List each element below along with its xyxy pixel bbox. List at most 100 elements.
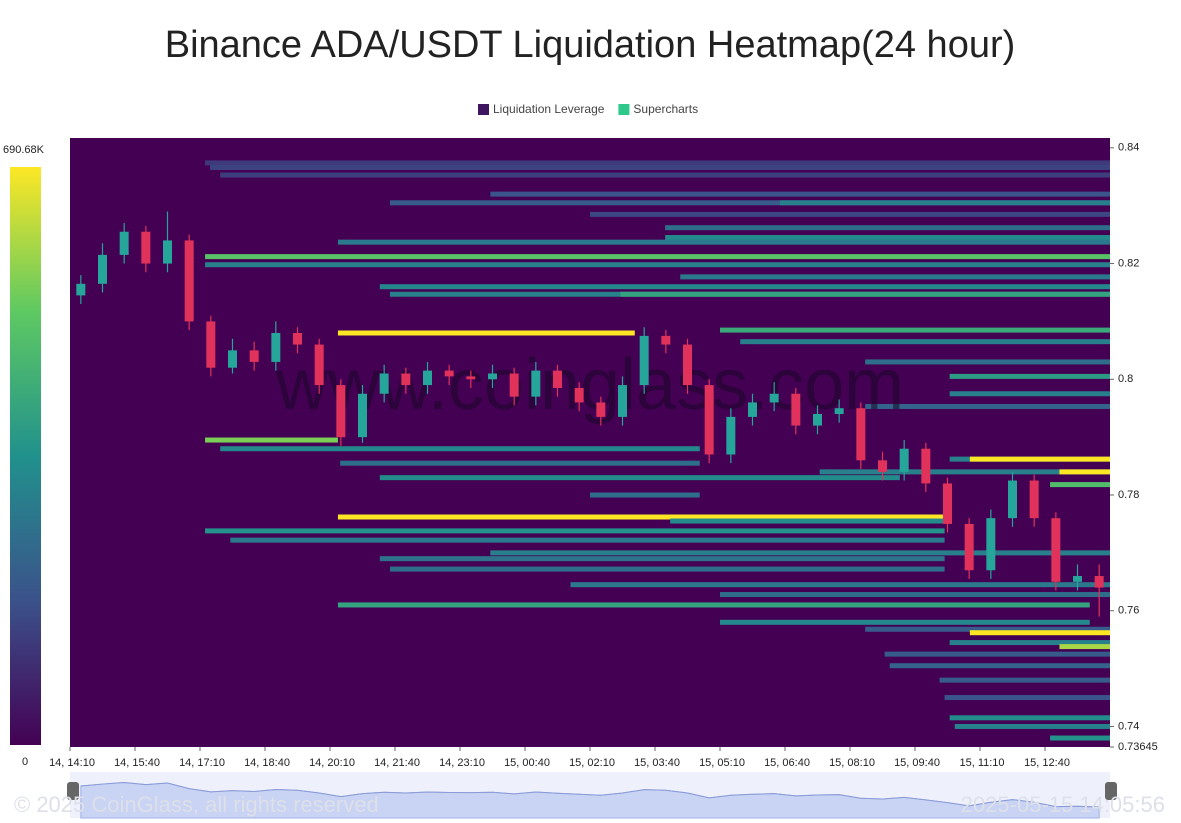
candle-body [618, 385, 627, 417]
watermark: www.coinglass.com [275, 345, 904, 425]
candle-body [943, 483, 952, 524]
y-tick-label: 0.84 [1118, 142, 1139, 154]
candle-body [769, 393, 779, 403]
heat-band [819, 469, 1110, 475]
heat-band [379, 284, 1110, 290]
heat-band [620, 291, 1110, 297]
heat-band [389, 200, 1110, 206]
candle-body [336, 385, 346, 438]
candle-body [1051, 518, 1061, 582]
legend: Liquidation Leverage Supercharts [478, 102, 698, 116]
heat-band [944, 695, 1110, 701]
x-tick-label: 15, 02:10 [569, 757, 615, 769]
x-tick-label: 15, 12:40 [1024, 757, 1070, 769]
candle-body [834, 408, 844, 415]
candle-body [379, 373, 389, 394]
x-tick-label: 15, 00:40 [504, 757, 550, 769]
heat-band [490, 191, 1110, 197]
y-tick-label: 0.82 [1118, 257, 1139, 269]
heat-band [340, 460, 700, 466]
heat-band [205, 160, 1111, 166]
candle-body [748, 402, 757, 417]
heat-band [949, 715, 1110, 721]
candle-body [314, 344, 324, 386]
candle-body [856, 408, 866, 461]
candle-body [531, 370, 541, 397]
heat-band [865, 403, 1110, 409]
legend-label: Liquidation Leverage [493, 102, 605, 116]
heat-band [1059, 469, 1110, 475]
heat-band [779, 200, 1110, 206]
heat-band [865, 626, 1110, 632]
colorbar-label: 0 [22, 756, 28, 768]
heat-band [720, 592, 1110, 598]
navigator-handle[interactable] [67, 782, 79, 800]
candle-body [358, 393, 367, 438]
candle-body [206, 321, 216, 368]
heat-band [949, 640, 1110, 646]
heat-band [570, 582, 1110, 588]
heat-band [337, 602, 1090, 608]
heat-band [590, 211, 1110, 217]
candle-body [1073, 576, 1082, 582]
candle-body [76, 283, 86, 296]
heat-band [1059, 644, 1110, 650]
candle-body [423, 370, 432, 386]
candle-body [98, 254, 107, 284]
heat-band [969, 456, 1110, 462]
candle-body [163, 240, 172, 264]
x-tick-label: 14, 18:40 [244, 757, 290, 769]
x-tick-label: 14, 20:10 [309, 757, 355, 769]
heat-band [205, 262, 1111, 268]
candle-body [878, 460, 887, 472]
y-tick-label: 0.76 [1118, 605, 1139, 617]
heat-band [337, 239, 1110, 245]
heat-band [379, 475, 900, 481]
candle-body [293, 332, 302, 345]
candle-body [661, 335, 671, 345]
heat-band [490, 550, 1110, 556]
heat-band [865, 359, 1110, 365]
candle-body [228, 350, 237, 368]
heat-band [220, 172, 1110, 178]
candle-body [639, 335, 649, 386]
legend-swatch [478, 104, 489, 115]
legend-swatch [618, 104, 630, 115]
heat-band [884, 651, 1110, 657]
candle-body [509, 373, 519, 397]
heat-band [949, 391, 1110, 397]
candle-body [488, 373, 497, 380]
heat-band [720, 619, 1090, 625]
candle-body [553, 370, 562, 388]
x-tick-label: 15, 09:40 [894, 757, 940, 769]
y-tick-label: 0.8 [1118, 373, 1133, 385]
heat-band [1050, 735, 1110, 741]
heat-band [1050, 482, 1110, 488]
x-tick-label: 14, 21:40 [374, 757, 420, 769]
candle-body [184, 240, 194, 322]
colorbar [10, 167, 41, 745]
candle-body [271, 332, 281, 362]
heat-band [205, 254, 1111, 260]
candle-body [1008, 480, 1017, 519]
chart-title: Binance ADA/USDT Liquidation Heatmap(24 … [165, 24, 1016, 66]
heat-band [665, 235, 1110, 241]
x-tick-label: 15, 06:40 [764, 757, 810, 769]
candle-body [726, 416, 736, 455]
candle-body [141, 231, 151, 264]
plot-area: www.coinglass.com [70, 138, 1111, 747]
navigator [67, 772, 1117, 819]
candle-body [1029, 480, 1039, 519]
heat-band [670, 518, 945, 524]
candle-body [466, 376, 476, 380]
candle-body [683, 344, 692, 386]
candle-body [249, 350, 259, 362]
heat-band [379, 556, 945, 562]
x-tick-label: 14, 14:10 [49, 757, 95, 769]
navigator-handle[interactable] [1105, 782, 1117, 800]
x-tick-label: 14, 17:10 [179, 757, 225, 769]
x-tick-label: 15, 05:10 [699, 757, 745, 769]
heat-band [590, 492, 700, 498]
heat-band [210, 165, 1111, 171]
candle-body [119, 231, 129, 255]
